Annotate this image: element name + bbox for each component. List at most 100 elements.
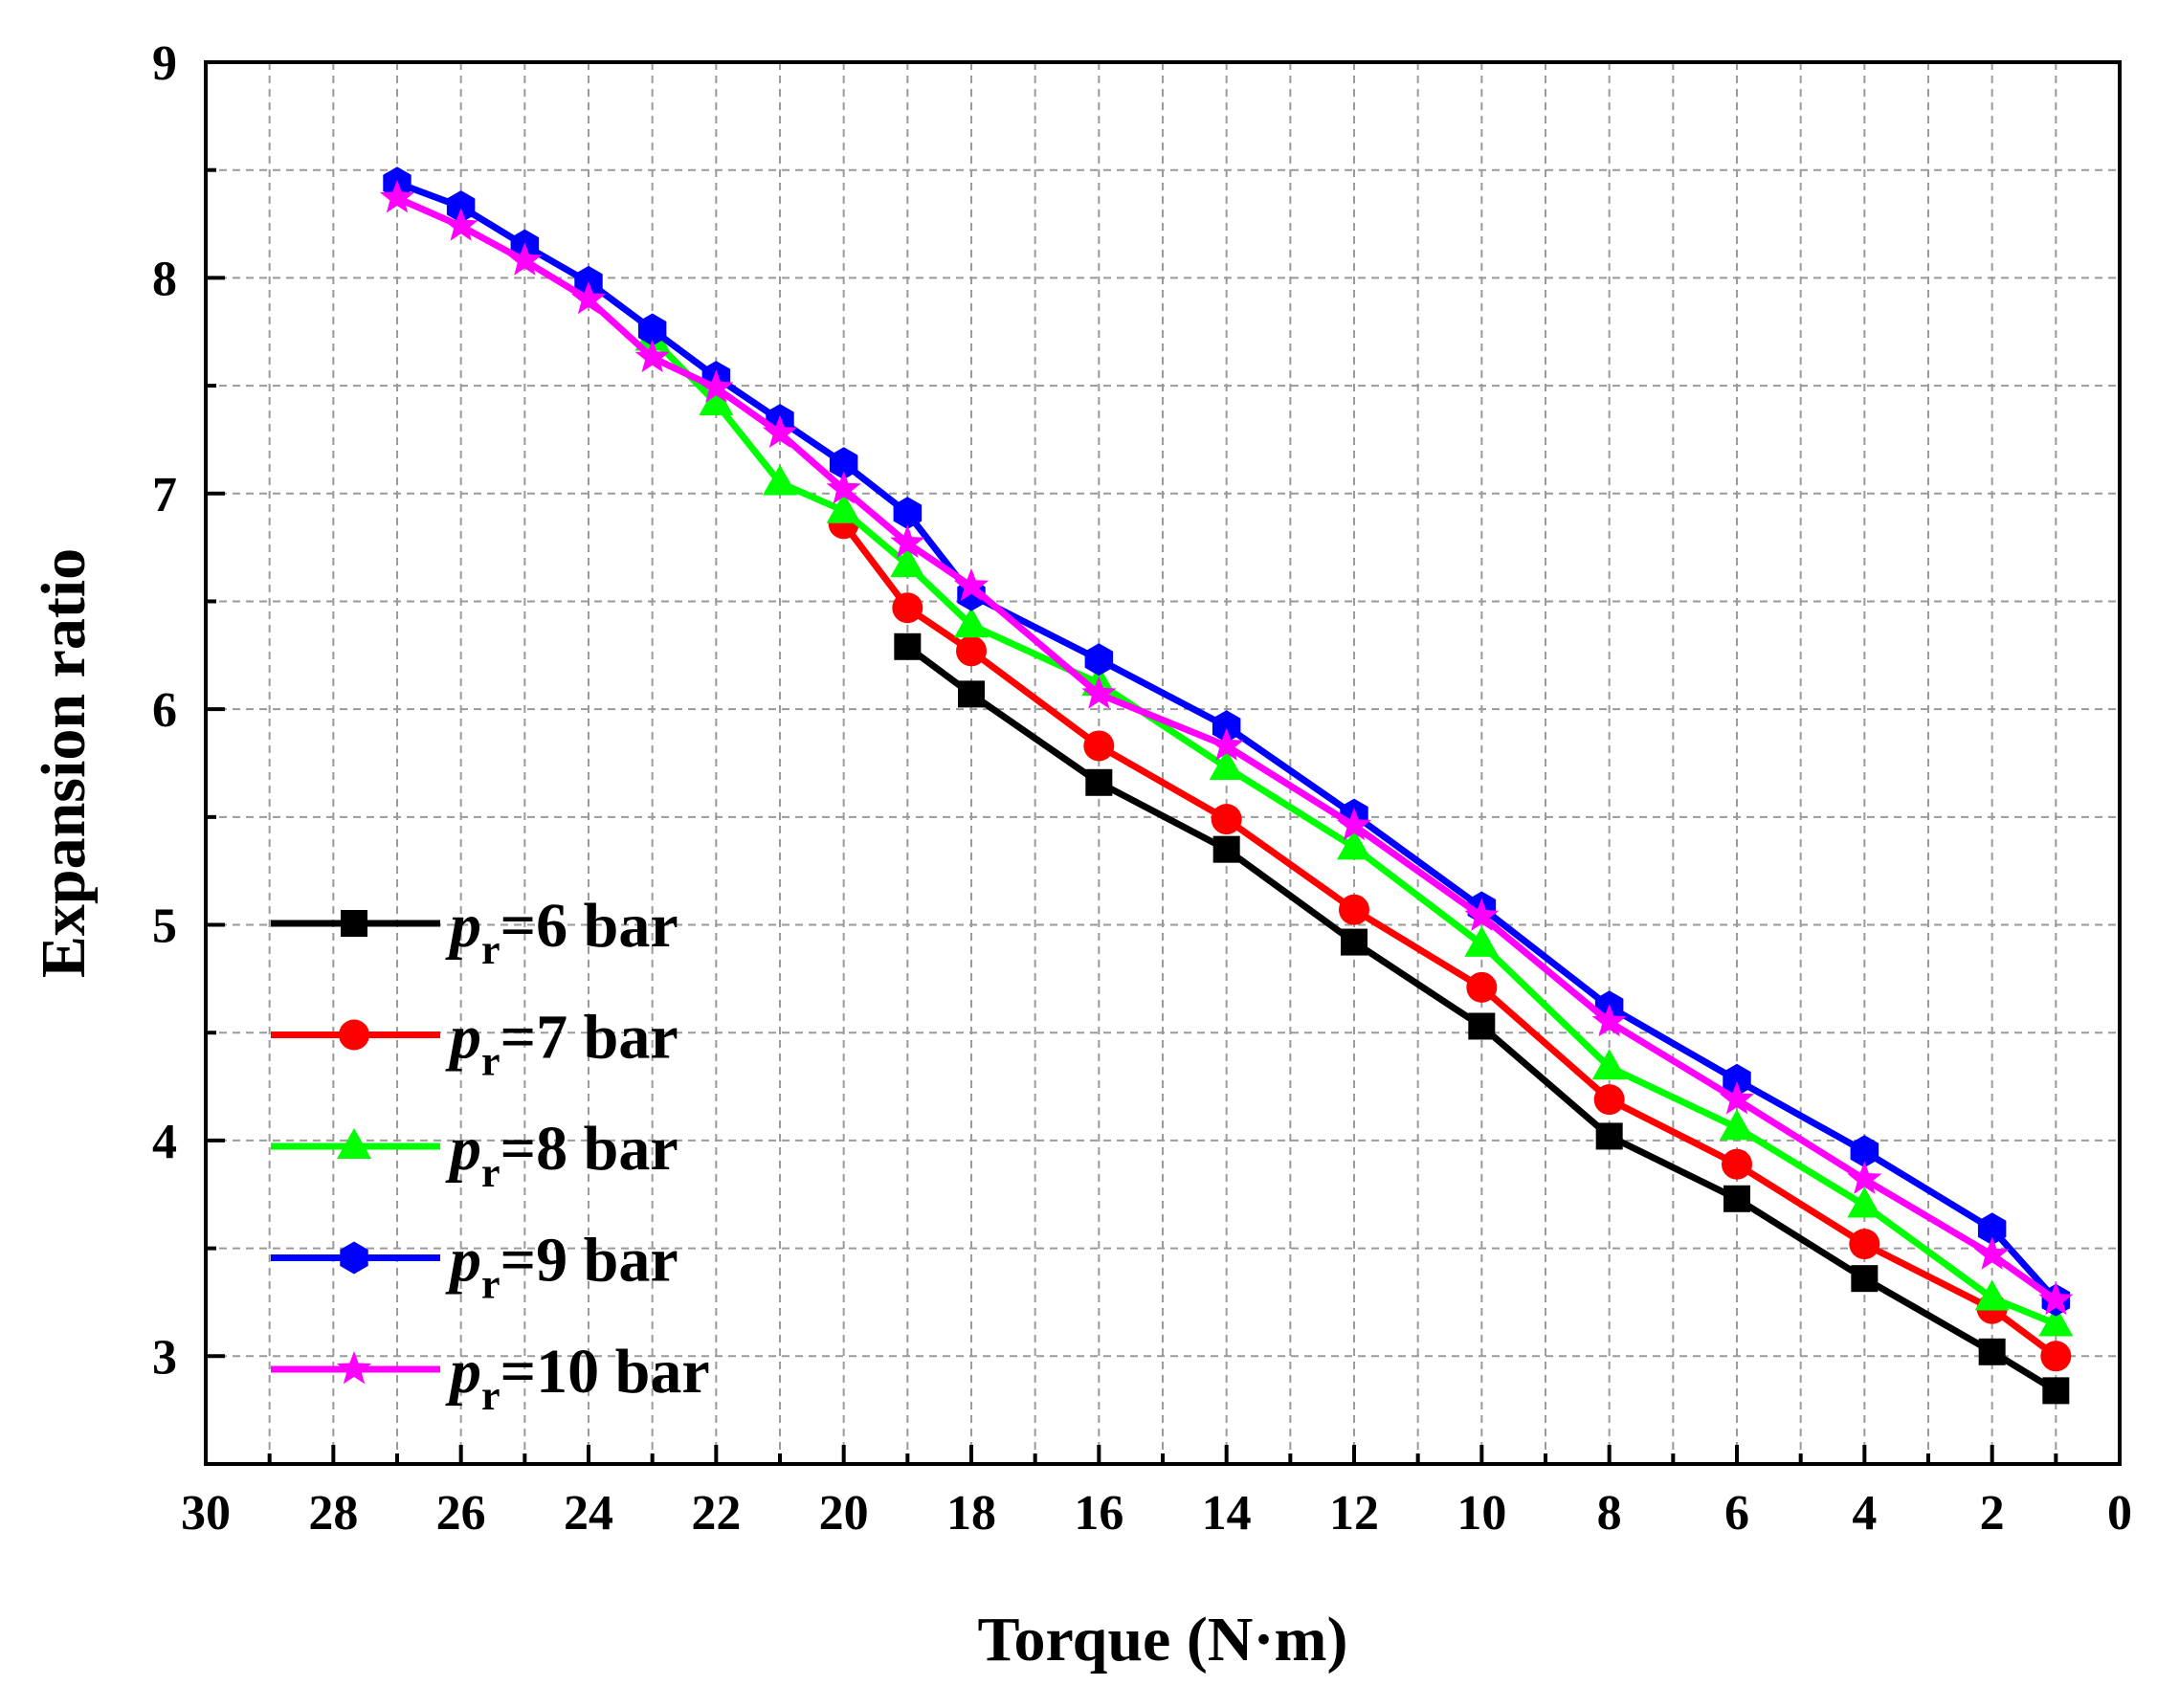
- data-point: [1591, 1049, 1627, 1080]
- data-point: [1974, 1236, 2010, 1270]
- data-point: [1850, 1135, 1879, 1168]
- data-point: [446, 190, 476, 223]
- data-point: [1212, 835, 1240, 863]
- x-tick-label: 28: [308, 1486, 358, 1541]
- data-point: [699, 369, 734, 403]
- legend-label: pr=9 bar: [445, 1226, 678, 1308]
- data-point: [2038, 1281, 2074, 1316]
- data-point: [1464, 898, 1500, 931]
- data-point: [1591, 1004, 1627, 1037]
- data-point: [1595, 1122, 1623, 1150]
- data-point: [637, 313, 667, 346]
- data-point: [890, 524, 925, 558]
- data-point: [2038, 1305, 2074, 1337]
- legend-item: pr=9 bar: [271, 1226, 678, 1308]
- data-point: [1466, 971, 1498, 1003]
- y-tick-label: 5: [152, 899, 177, 954]
- series-5: [379, 180, 2074, 1316]
- data-point: [890, 546, 925, 578]
- data-point: [958, 680, 985, 708]
- series-3: [634, 320, 2074, 1337]
- legend-item: pr=7 bar: [271, 1003, 678, 1085]
- data-point: [954, 607, 989, 638]
- data-point: [829, 447, 858, 480]
- y-tick-label: 9: [152, 36, 177, 91]
- data-point: [1341, 928, 1368, 956]
- data-point: [1081, 676, 1117, 709]
- data-point: [1978, 1338, 2006, 1365]
- series-2: [828, 508, 2072, 1372]
- data-point: [1847, 1187, 1882, 1218]
- legend-label: pr=6 bar: [445, 891, 678, 973]
- x-tick-label: 26: [436, 1486, 486, 1541]
- x-tick-label: 16: [1074, 1486, 1123, 1541]
- data-point: [634, 339, 670, 373]
- x-axis-title: Torque (N·m): [978, 1605, 1348, 1675]
- x-tick-label: 22: [691, 1486, 741, 1541]
- data-point: [1337, 829, 1371, 860]
- data-point: [1723, 1063, 1751, 1097]
- data-point: [1209, 727, 1244, 761]
- legend-label: pr=8 bar: [445, 1114, 678, 1196]
- x-tick-label: 12: [1329, 1486, 1379, 1541]
- y-tick-label: 4: [152, 1115, 177, 1169]
- data-point: [893, 497, 923, 530]
- data-series: [379, 166, 2074, 1405]
- data-point: [1720, 1109, 1754, 1141]
- legend-marker: [340, 1241, 368, 1275]
- data-point: [1977, 1212, 2007, 1246]
- x-tick-label: 6: [1724, 1486, 1749, 1541]
- legend-marker: [337, 1128, 371, 1159]
- data-point: [1336, 807, 1372, 841]
- data-point: [1468, 1012, 1496, 1040]
- data-point: [892, 592, 923, 624]
- data-point: [507, 242, 543, 276]
- y-tick-label: 3: [152, 1330, 177, 1385]
- data-point: [953, 567, 990, 602]
- data-point: [1719, 1081, 1755, 1115]
- legend-label: pr=7 bar: [445, 1003, 678, 1085]
- data-point: [379, 180, 415, 213]
- data-point: [1212, 710, 1241, 743]
- y-tick-label: 7: [152, 468, 177, 522]
- y-axis-title: Expansion ratio: [29, 548, 99, 978]
- legend-marker: [341, 910, 367, 937]
- legend-label: pr=10 bar: [445, 1337, 710, 1419]
- legend: pr=6 bar pr=7 bar pr=8 bar pr=9 bar pr=10 ba…: [271, 891, 710, 1419]
- data-point: [826, 471, 861, 504]
- data-point: [570, 280, 607, 315]
- x-tick-label: 24: [564, 1486, 613, 1541]
- data-point: [1722, 1148, 1752, 1180]
- x-tick-label: 18: [946, 1486, 996, 1541]
- data-point: [894, 632, 922, 660]
- data-point: [1339, 894, 1369, 925]
- data-point: [1211, 804, 1242, 835]
- x-tick-label: 2: [1980, 1486, 2005, 1541]
- data-point: [1849, 1229, 1880, 1260]
- legend-item: pr=6 bar: [271, 891, 678, 973]
- data-point: [1083, 730, 1115, 762]
- x-tick-label: 0: [2107, 1486, 2132, 1541]
- data-point: [699, 385, 734, 416]
- data-point: [1085, 768, 1113, 796]
- x-tick-label: 4: [1852, 1486, 1877, 1541]
- legend-item: pr=8 bar: [271, 1114, 678, 1196]
- y-tick-label: 8: [152, 252, 177, 306]
- data-point: [2040, 1341, 2072, 1372]
- x-tick-label: 14: [1202, 1486, 1252, 1541]
- data-point: [826, 492, 861, 523]
- data-point: [1847, 1161, 1882, 1194]
- data-point: [1974, 1279, 2010, 1311]
- legend-marker: [336, 1351, 372, 1385]
- data-point: [1593, 1084, 1625, 1116]
- grid-lines: [206, 62, 2120, 1464]
- data-point: [956, 635, 987, 667]
- legend-item: pr=10 bar: [271, 1337, 710, 1419]
- data-point: [1723, 1185, 1750, 1212]
- x-tick-label: 10: [1457, 1486, 1506, 1541]
- series-1: [894, 632, 2070, 1405]
- data-point: [2042, 1377, 2070, 1405]
- axis-ticks: [204, 60, 2122, 1464]
